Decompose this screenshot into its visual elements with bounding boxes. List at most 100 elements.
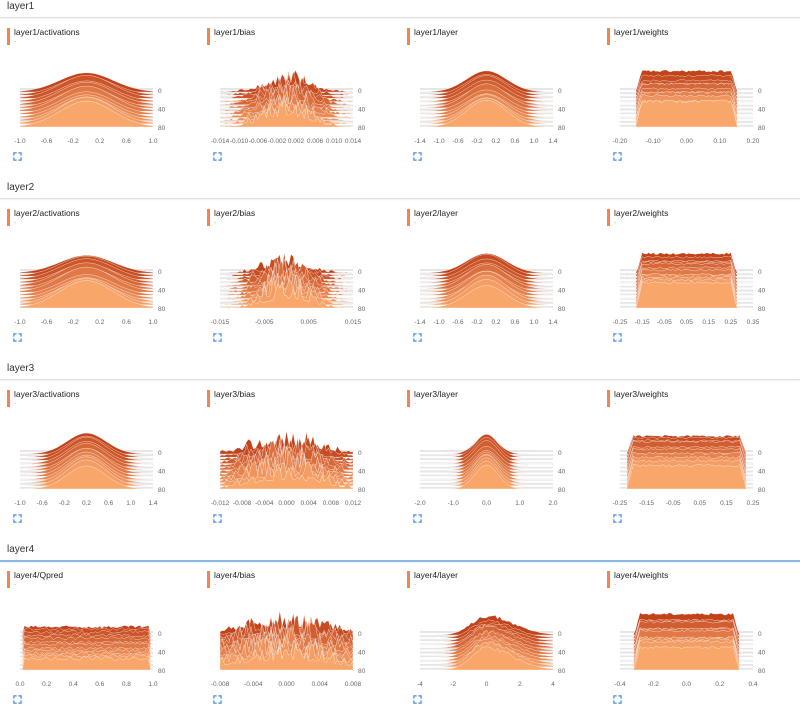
histogram-ridge (219, 276, 354, 306)
x-tick-label: 0.2 (491, 319, 500, 326)
y-tick-label: 0 (558, 269, 562, 276)
y-tick-label: 0 (758, 450, 762, 457)
x-tick-label: -0.008 (233, 500, 252, 507)
expand-icon[interactable] (213, 152, 222, 161)
histogram-ridge (620, 280, 753, 309)
y-tick-label: 80 (158, 487, 166, 494)
y-tick-label: 0 (558, 631, 562, 638)
histogram-ridge (219, 644, 354, 671)
histogram-card: layer3/weights. -0.25 -0.15 -0.05 0.05 0.15 0.… (605, 388, 795, 528)
expand-icon[interactable] (613, 333, 622, 342)
expand-icon[interactable] (413, 695, 422, 704)
x-tick-label: -0.6 (452, 319, 464, 326)
x-tick-label: -0.2 (68, 138, 80, 145)
histogram-card: layer1/layer. -1.4 -1.0 -0.6 -0.2 0.2 0.6 1.0 1.… (405, 26, 595, 166)
card-title: layer1/activations (14, 27, 80, 37)
section-header[interactable]: layer2 (0, 181, 800, 199)
y-tick-label: 80 (758, 668, 766, 675)
histogram-ridge (219, 95, 354, 128)
expand-icon[interactable] (413, 514, 422, 523)
x-tick-label: 0.002 (288, 138, 305, 145)
x-tick-label: 0.6 (122, 319, 131, 326)
histogram-chart: -1.4 -1.0 -0.6 -0.2 0.2 0.6 1.0 1.4 0 40 80 (414, 70, 566, 145)
x-tick-label: 1.0 (529, 138, 538, 145)
x-tick-label: -0.2 (648, 681, 660, 688)
x-tick-label: 0.010 (326, 138, 343, 145)
histogram-chart: -1.4 -1.0 -0.6 -0.2 0.2 0.6 1.0 1.4 0 40 80 (414, 253, 566, 326)
expand-icon[interactable] (13, 695, 22, 704)
card-subtitle: . (414, 216, 417, 225)
histogram-ridge (620, 464, 753, 490)
y-tick-label: 80 (558, 306, 566, 313)
histogram-ridge (219, 253, 354, 274)
card-subtitle: . (214, 578, 217, 587)
x-tick-label: 0.35 (747, 319, 760, 326)
histogram-card: layer3/layer. -2.0 -1.0 0.0 1.0 2.0 0 40 80 (405, 388, 595, 528)
x-tick-label: -1.4 (414, 138, 426, 145)
expand-icon[interactable] (413, 333, 422, 342)
x-tick-label: 0.008 (323, 500, 340, 507)
x-tick-label: 0.012 (345, 500, 362, 507)
x-tick-label: 0.6 (510, 319, 519, 326)
section-header[interactable]: layer1 (0, 0, 800, 18)
y-tick-label: 80 (558, 487, 566, 494)
histogram-card: layer2/bias. -0.015 -0.005 0.005 0.015 0 40 80 (205, 207, 395, 347)
expand-icon[interactable] (613, 695, 622, 704)
x-tick-label: 0.05 (693, 500, 706, 507)
x-tick-label: 1.0 (148, 319, 157, 326)
section-layer4: layer4 layer4/Qpred. 0.0 0.2 0.4 0.6 0.8 1.0 0 40… (0, 543, 800, 724)
expand-icon[interactable] (413, 152, 422, 161)
y-tick-label: 0 (158, 88, 162, 95)
x-tick-label: -0.014 (211, 138, 230, 145)
x-tick-label: 0.10 (713, 138, 726, 145)
x-tick-label: 0.008 (345, 681, 362, 688)
y-tick-label: 80 (358, 306, 366, 313)
x-tick-label: -0.25 (613, 500, 628, 507)
x-tick-label: 0.6 (95, 681, 104, 688)
expand-icon[interactable] (213, 514, 222, 523)
card-title: layer3/weights (614, 389, 669, 399)
expand-icon[interactable] (213, 333, 222, 342)
histogram-chart: -1.0 -0.6 -0.2 0.2 0.6 1.0 0 40 80 (14, 72, 166, 145)
x-tick-label: 2 (518, 681, 522, 688)
x-tick-label: -0.015 (211, 319, 230, 326)
x-tick-label: -1.0 (448, 500, 460, 507)
y-tick-label: 40 (158, 650, 166, 657)
card-subtitle: . (214, 216, 217, 225)
x-tick-label: -0.2 (471, 319, 483, 326)
x-tick-label: -0.05 (666, 500, 681, 507)
y-tick-label: 0 (358, 450, 362, 457)
x-tick-label: 0.004 (312, 681, 329, 688)
expand-icon[interactable] (13, 333, 22, 342)
expand-icon[interactable] (213, 695, 222, 704)
card-subtitle: . (214, 35, 217, 44)
card-color-bar (207, 28, 210, 45)
x-tick-label: 0.0 (682, 681, 691, 688)
card-title: layer3/activations (14, 389, 80, 399)
card-title: layer3/layer (414, 389, 458, 399)
expand-icon[interactable] (613, 152, 622, 161)
x-tick-label: 1.4 (148, 500, 157, 507)
expand-icon[interactable] (13, 514, 22, 523)
card-title: layer2/weights (614, 208, 669, 218)
y-tick-label: 40 (558, 469, 566, 476)
section-title: layer4 (7, 544, 35, 555)
section-header[interactable]: layer4 (0, 543, 800, 562)
y-tick-label: 0 (158, 631, 162, 638)
x-tick-label: -0.20 (613, 138, 628, 145)
section-layer2: layer2 layer2/activations. -1.0 -0.6 -0.2 0.2… (0, 181, 800, 362)
histogram-chart: -0.012 -0.008 -0.004 0.000 0.004 0.008 0.012 0 4… (211, 430, 366, 507)
card-subtitle: . (14, 397, 17, 406)
card-color-bar (207, 209, 210, 226)
x-tick-label: -1.0 (433, 138, 445, 145)
x-tick-label: -2.0 (414, 500, 426, 507)
histogram-chart: -0.4 -0.2 0.0 0.2 0.4 0 40 80 (614, 612, 766, 688)
expand-icon[interactable] (613, 514, 622, 523)
expand-icon[interactable] (13, 152, 22, 161)
x-tick-label: -0.2 (471, 138, 483, 145)
card-title: layer1/bias (214, 27, 256, 37)
section-header[interactable]: layer3 (0, 362, 800, 380)
y-tick-label: 40 (758, 650, 766, 657)
y-tick-label: 40 (358, 650, 366, 657)
y-tick-label: 40 (558, 107, 566, 114)
